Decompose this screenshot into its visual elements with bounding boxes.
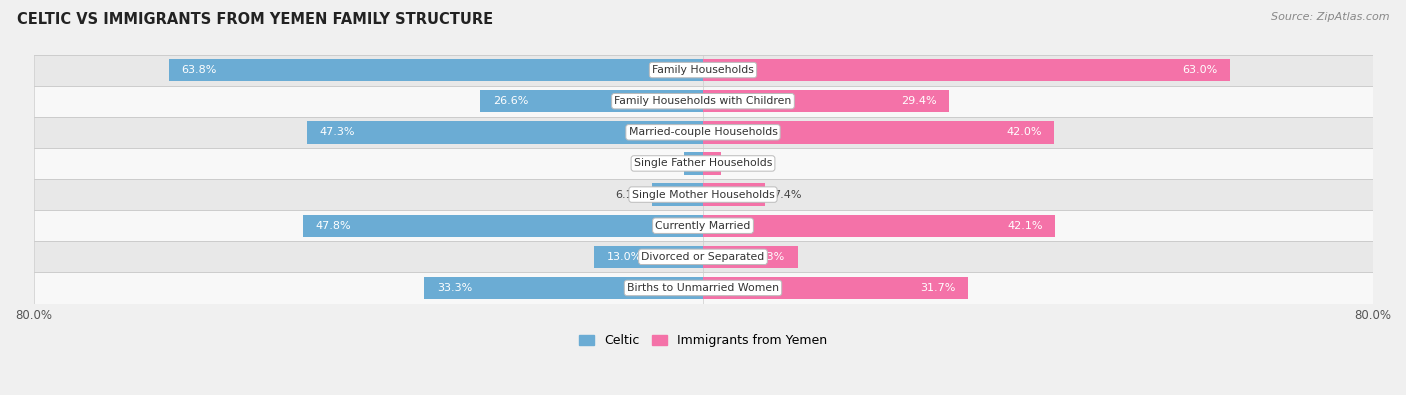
Text: Divorced or Separated: Divorced or Separated xyxy=(641,252,765,262)
Text: Single Mother Households: Single Mother Households xyxy=(631,190,775,199)
Bar xyxy=(652,183,703,206)
Bar xyxy=(703,246,797,268)
Text: 63.0%: 63.0% xyxy=(1182,65,1218,75)
Bar xyxy=(34,179,1372,210)
Text: 29.4%: 29.4% xyxy=(901,96,936,106)
Bar xyxy=(703,90,949,113)
Bar xyxy=(425,277,703,299)
Bar xyxy=(703,183,765,206)
Text: Source: ZipAtlas.com: Source: ZipAtlas.com xyxy=(1271,12,1389,22)
Text: 47.8%: 47.8% xyxy=(315,221,352,231)
Bar xyxy=(307,121,703,143)
Text: 26.6%: 26.6% xyxy=(494,96,529,106)
Bar xyxy=(703,277,969,299)
Text: 31.7%: 31.7% xyxy=(921,283,956,293)
Bar xyxy=(34,148,1372,179)
Text: Single Father Households: Single Father Households xyxy=(634,158,772,168)
Text: 42.1%: 42.1% xyxy=(1007,221,1043,231)
Bar xyxy=(34,55,1372,86)
Text: Married-couple Households: Married-couple Households xyxy=(628,127,778,137)
Text: Family Households with Children: Family Households with Children xyxy=(614,96,792,106)
Text: 42.0%: 42.0% xyxy=(1007,127,1042,137)
Bar xyxy=(34,273,1372,303)
Bar xyxy=(595,246,703,268)
Bar xyxy=(34,117,1372,148)
Legend: Celtic, Immigrants from Yemen: Celtic, Immigrants from Yemen xyxy=(574,329,832,352)
Text: 2.2%: 2.2% xyxy=(730,158,758,168)
Bar xyxy=(703,214,1056,237)
Text: 2.3%: 2.3% xyxy=(647,158,675,168)
Text: CELTIC VS IMMIGRANTS FROM YEMEN FAMILY STRUCTURE: CELTIC VS IMMIGRANTS FROM YEMEN FAMILY S… xyxy=(17,12,494,27)
Bar xyxy=(683,152,703,175)
Text: 47.3%: 47.3% xyxy=(319,127,356,137)
Bar xyxy=(34,210,1372,241)
Bar xyxy=(481,90,703,113)
Text: Births to Unmarried Women: Births to Unmarried Women xyxy=(627,283,779,293)
Text: 63.8%: 63.8% xyxy=(181,65,217,75)
Text: 11.3%: 11.3% xyxy=(749,252,785,262)
Text: 33.3%: 33.3% xyxy=(437,283,472,293)
Text: Family Households: Family Households xyxy=(652,65,754,75)
Bar xyxy=(302,214,703,237)
Text: Currently Married: Currently Married xyxy=(655,221,751,231)
Text: 7.4%: 7.4% xyxy=(773,190,801,199)
Bar xyxy=(34,86,1372,117)
Bar xyxy=(703,59,1230,81)
Text: 13.0%: 13.0% xyxy=(607,252,643,262)
Bar xyxy=(703,121,1054,143)
Bar xyxy=(169,59,703,81)
Bar xyxy=(703,152,721,175)
Bar xyxy=(34,241,1372,273)
Text: 6.1%: 6.1% xyxy=(616,190,644,199)
